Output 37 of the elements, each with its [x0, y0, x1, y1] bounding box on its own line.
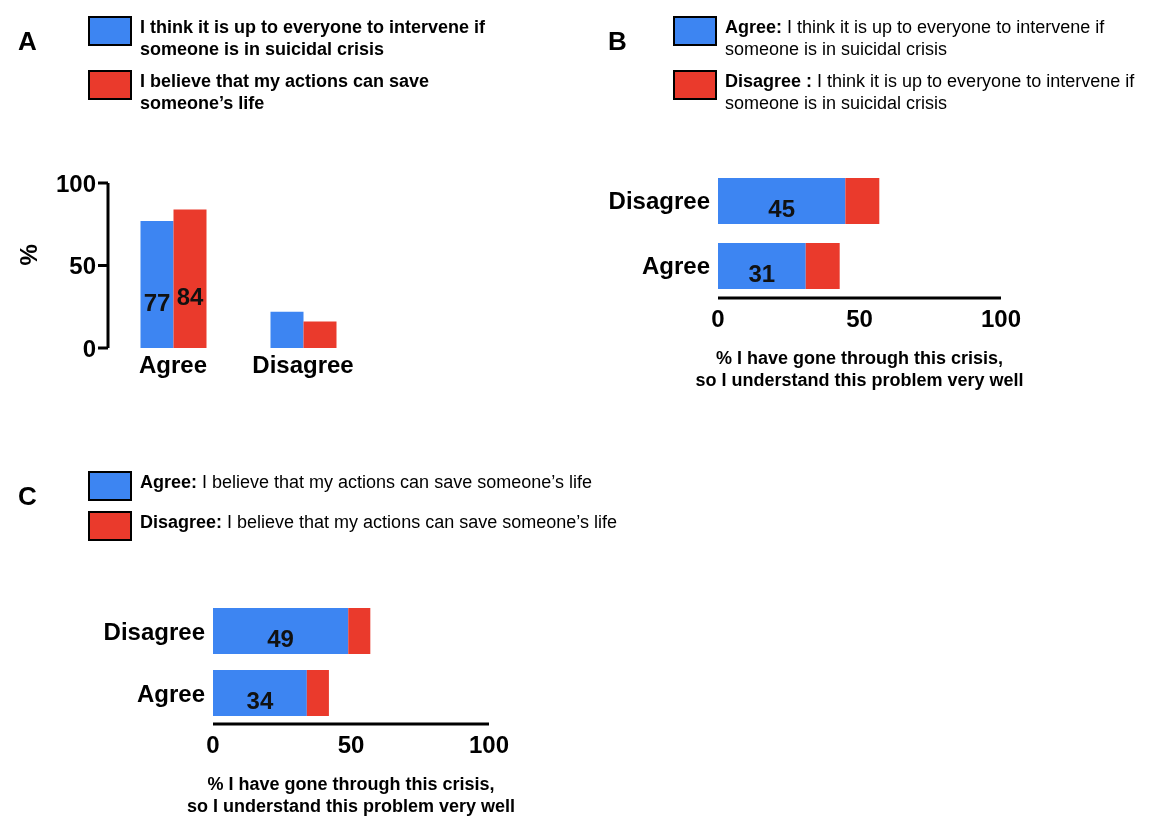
bar	[718, 243, 806, 289]
legend-label: I believe that my actions can save someone’s life	[140, 71, 430, 113]
bar	[270, 311, 304, 348]
chart-title: A	[18, 26, 37, 57]
x-tick-label: 50	[846, 305, 873, 333]
bar	[845, 178, 880, 224]
y-tick-label: 50	[69, 252, 96, 280]
chart-title: B	[608, 26, 627, 57]
y-axis-title: %	[14, 244, 42, 266]
data-label: 31	[748, 260, 776, 288]
bar	[173, 209, 207, 348]
data-label: 45	[768, 195, 796, 223]
x-axis-title: % I have gone through this crisis, so I understand this problem very well	[185, 773, 517, 817]
chart-title: C	[18, 481, 37, 512]
x-axis-title: % I have gone through this crisis, so I understand this problem very well	[694, 347, 1025, 391]
bar	[140, 220, 174, 348]
y-tick-label: 0	[82, 334, 96, 362]
legend-label: Disagree: I believe that my actions can save someone’s life	[140, 512, 617, 532]
data-label: 77	[143, 288, 171, 316]
bar	[805, 243, 840, 289]
y-tick-label: 100	[55, 169, 96, 197]
bar	[718, 178, 846, 224]
bar	[306, 670, 329, 716]
bar	[303, 321, 337, 348]
legend-label: I think it is up to everyone to intervene if someone is in suicidal crisis	[140, 17, 486, 59]
legend-label: Agree: I think it is up to everyone to intervene if someone is in suicidal crisis	[725, 17, 1105, 59]
bar	[348, 608, 371, 654]
x-tick-label: 50	[337, 731, 365, 759]
x-tick-label: 100	[468, 731, 510, 759]
data-label: 49	[267, 625, 294, 653]
data-label: 84	[176, 283, 204, 311]
bar	[213, 608, 349, 654]
bar	[213, 670, 307, 716]
data-label: 34	[246, 687, 274, 715]
x-tick-label: 100	[980, 305, 1022, 333]
legend-label: Disagree : I think it is up to everyone to intervene if someone is in suicidal crisis	[725, 71, 1135, 113]
legend-label: Agree: I believe that my actions can save someone’s life	[140, 472, 592, 492]
